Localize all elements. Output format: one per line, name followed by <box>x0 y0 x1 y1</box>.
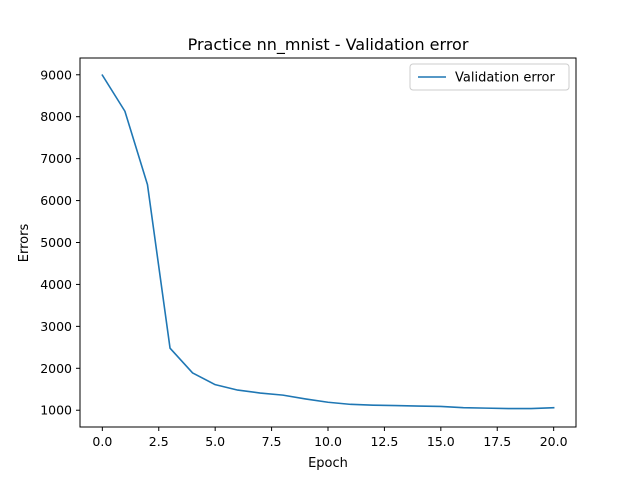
legend-box <box>409 63 570 91</box>
x-axis: 0.0 2.5 5.0 7.5 10.0 12.5 15.0 17.5 20.0 <box>92 427 568 449</box>
y-axis-label: Errors <box>17 224 32 263</box>
y-tick-label: 6000 <box>40 193 72 208</box>
chart-title: Practice nn_mnist - Validation error <box>188 35 469 55</box>
x-tick-label: 0.0 <box>92 434 112 449</box>
y-tick-label: 5000 <box>40 235 72 250</box>
y-tick-label: 1000 <box>40 403 72 418</box>
x-tick-label: 2.5 <box>149 434 169 449</box>
y-tick-label: 2000 <box>40 361 72 376</box>
x-tick-label: 5.0 <box>205 434 225 449</box>
y-tick-label: 8000 <box>40 109 72 124</box>
y-tick-label: 4000 <box>40 277 72 292</box>
x-tick-label: 15.0 <box>427 434 455 449</box>
x-tick-label: 17.5 <box>483 434 511 449</box>
series-layer <box>101 74 555 410</box>
y-tick-label: 7000 <box>40 151 72 166</box>
series-line <box>101 74 555 410</box>
x-axis-label: Epoch <box>308 456 348 471</box>
y-tick-label: 3000 <box>40 319 72 334</box>
x-tick-label: 12.5 <box>370 434 398 449</box>
legend: Validation error <box>409 63 570 91</box>
x-tick-label: 20.0 <box>540 434 568 449</box>
y-axis: 1000 2000 3000 4000 5000 6000 7000 8000 9000 <box>40 67 80 418</box>
x-tick-label: 7.5 <box>262 434 282 449</box>
x-tick-label: 10.0 <box>314 434 342 449</box>
y-tick-label: 9000 <box>40 67 72 82</box>
legend-label: Validation error <box>455 71 555 86</box>
